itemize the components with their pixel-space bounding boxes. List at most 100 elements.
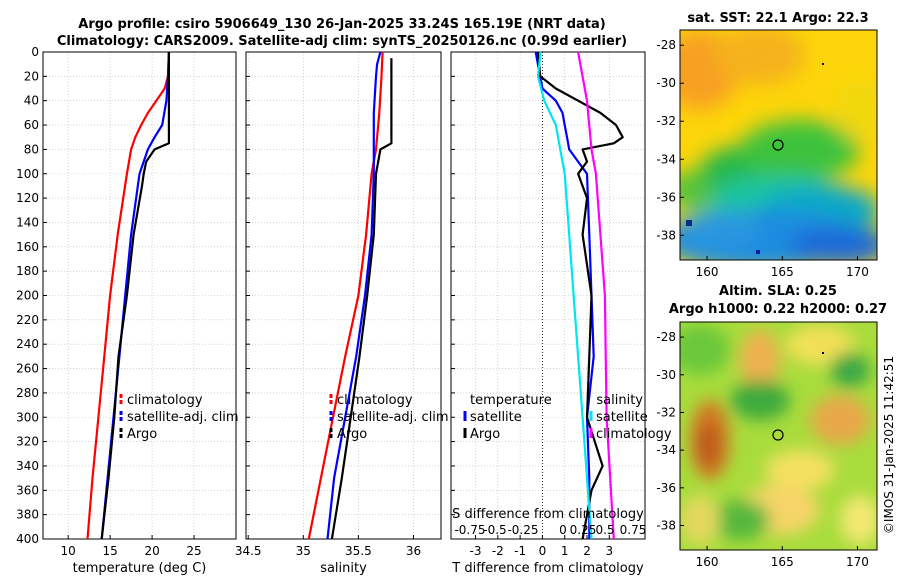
x-tick-label: 3 bbox=[606, 544, 614, 558]
x-tick-label: 35 bbox=[296, 544, 311, 558]
sla-station-dot bbox=[822, 352, 824, 354]
x-tick-label: 2 bbox=[583, 544, 591, 558]
legend-entry: Argo bbox=[127, 427, 157, 442]
x-axis-label: T difference from climatology bbox=[451, 561, 644, 576]
y-tick-label: 300 bbox=[16, 410, 39, 424]
salinity-panel: 34.5 35 35.5 36 salinity climatology satellite… bbox=[235, 51, 449, 576]
sst-map: sat. SST: 22.1 Argo: 22.3 -28 -30 -32 -34 -3… bbox=[656, 11, 878, 279]
y-tick-label: 140 bbox=[16, 215, 39, 229]
y-tick-label: 280 bbox=[16, 386, 39, 400]
map-y-tick-label: -36 bbox=[656, 481, 676, 495]
legend-entry: Argo bbox=[470, 427, 500, 442]
x2-axis-label: S difference from climatology bbox=[452, 507, 644, 522]
sla-argo-marker bbox=[772, 429, 784, 441]
y-tick-label: 360 bbox=[16, 483, 39, 497]
temperature-panel: 10 15 20 25 0 20 40 60 80 100 120 140 160 180 200 220 24… bbox=[16, 45, 239, 576]
legend-entry: satellite-adj. clim bbox=[127, 410, 239, 425]
sla-map: Altim. SLA: 0.25 Argo h1000: 0.22 h2000:… bbox=[656, 284, 887, 569]
map-x-tick-label: 170 bbox=[846, 555, 869, 569]
legend-heading-salinity: salinity bbox=[596, 393, 643, 408]
x-axis-label: temperature (deg C) bbox=[73, 561, 207, 576]
y-tick-label: 80 bbox=[24, 142, 39, 156]
sst-field bbox=[680, 30, 877, 260]
sst-map-axes: -28 -30 -32 -34 -36 -38 160 165 170 bbox=[656, 38, 869, 279]
y-tick-label: 180 bbox=[16, 264, 39, 278]
sla-map-title1: Altim. SLA: 0.25 bbox=[719, 284, 837, 299]
y-tick-label: 200 bbox=[16, 289, 39, 303]
series-line-t-argo bbox=[536, 51, 624, 540]
x-axis-label: salinity bbox=[320, 561, 367, 576]
x2-tick-label: 0.25 bbox=[570, 523, 597, 537]
series-line-s-satellite bbox=[536, 51, 593, 540]
sla-field bbox=[680, 322, 877, 550]
x-tick-label: -2 bbox=[492, 544, 504, 558]
legend-entry: climatology bbox=[337, 393, 413, 408]
x2-tick-label: 0.5 bbox=[595, 523, 614, 537]
x2-tick-label: 0.75 bbox=[620, 523, 647, 537]
y-tick-label: 60 bbox=[24, 118, 39, 132]
y-tick-label: 160 bbox=[16, 240, 39, 254]
sst-station-dot bbox=[822, 63, 824, 65]
legend-heading-temperature: temperature bbox=[470, 393, 552, 408]
legend-entry: satellite-adj. clim bbox=[337, 410, 449, 425]
map-y-tick-label: -38 bbox=[656, 228, 676, 242]
series-line-s-climatology bbox=[577, 51, 615, 540]
map-x-tick-label: 165 bbox=[771, 555, 794, 569]
series-line-climatology bbox=[307, 51, 384, 540]
sst-argo-marker bbox=[772, 139, 784, 151]
y-tick-label: 100 bbox=[16, 167, 39, 181]
series-line-t-satellite bbox=[534, 51, 595, 539]
y-tick-label: 400 bbox=[16, 532, 39, 546]
map-y-tick-label: -28 bbox=[656, 38, 676, 52]
map-y-tick-label: -32 bbox=[656, 114, 676, 128]
legend-entry: Argo bbox=[337, 427, 367, 442]
sla-map-title2: Argo h1000: 0.22 h2000: 0.27 bbox=[669, 302, 887, 317]
y-tick-label: 220 bbox=[16, 313, 39, 327]
y-tick-label: 0 bbox=[31, 45, 39, 59]
legend-entry: climatology bbox=[127, 393, 203, 408]
x-tick-label: 25 bbox=[186, 544, 201, 558]
x2-tick-label: 0 bbox=[559, 523, 567, 537]
x-tick-label: 34.5 bbox=[235, 544, 262, 558]
y-tick-label: 40 bbox=[24, 94, 39, 108]
series-line-argo bbox=[330, 58, 393, 540]
y-tick-label: 120 bbox=[16, 191, 39, 205]
map-x-tick-label: 170 bbox=[846, 265, 869, 279]
series-line-climatology bbox=[86, 51, 170, 540]
title-line2: Climatology: CARS2009. Satellite-adj cli… bbox=[57, 34, 627, 49]
map-x-tick-label: 160 bbox=[696, 555, 719, 569]
map-y-tick-label: -34 bbox=[656, 443, 676, 457]
x-tick-label: 35.5 bbox=[345, 544, 372, 558]
x2-tick-label: -0.75 bbox=[454, 523, 485, 537]
title-line1: Argo profile: csiro 5906649_130 26-Jan-2… bbox=[78, 17, 605, 32]
y-tick-label: 240 bbox=[16, 337, 39, 351]
credit-text: ©IMOS 31-Jan-2025 11:42:51 bbox=[882, 356, 896, 534]
x-tick-label: 10 bbox=[61, 544, 76, 558]
y-tick-label: 260 bbox=[16, 362, 39, 376]
sla-map-axes: -28 -30 -32 -34 -36 -38 160 165 170 bbox=[656, 330, 869, 569]
map-y-tick-label: -30 bbox=[656, 368, 676, 382]
map-y-tick-label: -38 bbox=[656, 519, 676, 533]
map-y-tick-label: -34 bbox=[656, 152, 676, 166]
x-tick-label: -1 bbox=[514, 544, 526, 558]
difference-panel: -3 -2 -1 0 1 2 3T difference from climatologyt… bbox=[450, 51, 672, 576]
y-tick-label: 20 bbox=[24, 69, 39, 83]
series-line-argo bbox=[100, 52, 170, 540]
sst-map-title: sat. SST: 22.1 Argo: 22.3 bbox=[687, 11, 868, 26]
legend-entry: satellite bbox=[596, 410, 648, 425]
y-tick-label: 340 bbox=[16, 459, 39, 473]
y-tick-label: 320 bbox=[16, 435, 39, 449]
x-tick-label: 20 bbox=[144, 544, 159, 558]
x-tick-label: 15 bbox=[102, 544, 117, 558]
x-tick-label: 1 bbox=[561, 544, 569, 558]
series-line-satellite-adj--clim bbox=[100, 51, 170, 540]
map-x-tick-label: 160 bbox=[696, 265, 719, 279]
legend-entry: climatology bbox=[596, 427, 672, 442]
map-y-tick-label: -30 bbox=[656, 76, 676, 90]
map-y-tick-label: -36 bbox=[656, 190, 676, 204]
x-tick-label: 0 bbox=[539, 544, 547, 558]
legend-entry: satellite bbox=[470, 410, 522, 425]
x-tick-label: 36 bbox=[406, 544, 421, 558]
series-line-satellite-adj--clim bbox=[326, 51, 382, 540]
